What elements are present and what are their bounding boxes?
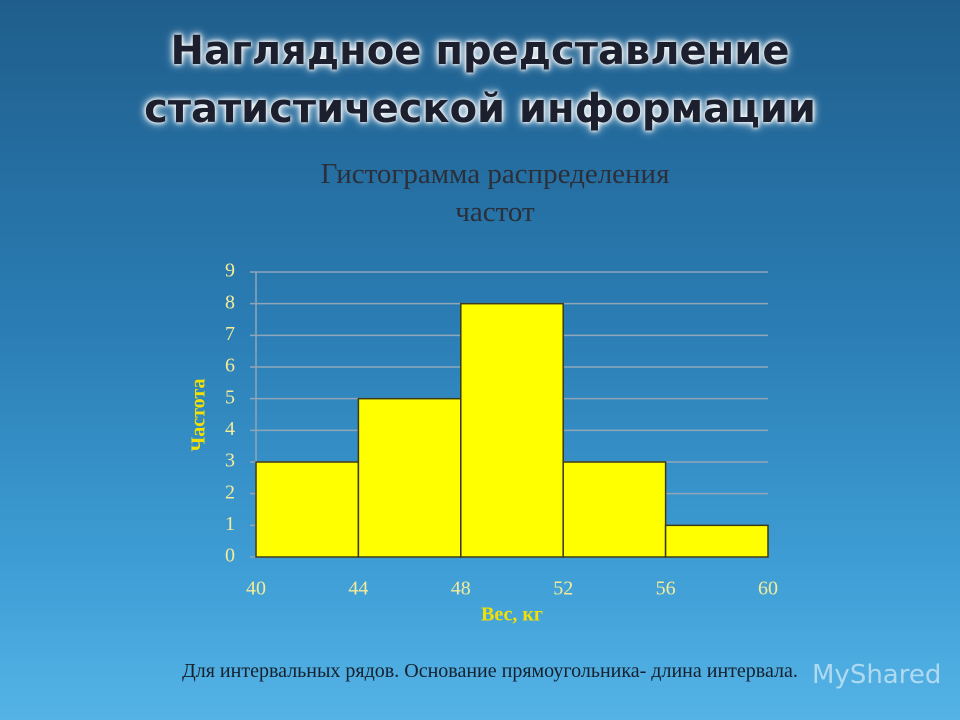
slide-title: Наглядное представление	[170, 28, 790, 74]
bar	[255, 461, 360, 558]
chart-title: частот	[455, 196, 535, 228]
slide-title: статистической информации	[144, 86, 816, 132]
x-tick-label: 40	[246, 578, 266, 600]
watermark: MyShared	[812, 660, 942, 690]
bar	[664, 524, 769, 558]
y-tick-label: 6	[225, 355, 235, 377]
bar	[460, 302, 564, 558]
x-tick-label: 52	[553, 578, 573, 600]
chart-title: Гистограмма распределения	[320, 158, 670, 190]
y-tick-label: 3	[225, 450, 235, 472]
y-tick-label: 4	[225, 418, 235, 440]
y-tick-label: 8	[225, 291, 235, 313]
x-tick-label: 48	[451, 578, 471, 600]
bar	[562, 461, 667, 558]
x-tick-label: 44	[348, 578, 368, 600]
y-tick-label: 2	[225, 481, 235, 503]
y-axis-label: Частота	[188, 379, 210, 452]
y-tick-label: 0	[225, 545, 235, 567]
x-tick-label: 60	[758, 578, 778, 600]
y-tick-label: 9	[225, 260, 235, 282]
bar	[357, 397, 462, 558]
x-tick-label: 56	[656, 578, 676, 600]
footer-note: Для интервальных рядов. Основание прямоу…	[182, 660, 798, 682]
y-tick-label: 1	[225, 513, 235, 535]
x-axis-label: Вес, кг	[481, 604, 543, 626]
y-tick-label: 5	[225, 386, 235, 408]
y-tick-label: 7	[225, 323, 235, 345]
